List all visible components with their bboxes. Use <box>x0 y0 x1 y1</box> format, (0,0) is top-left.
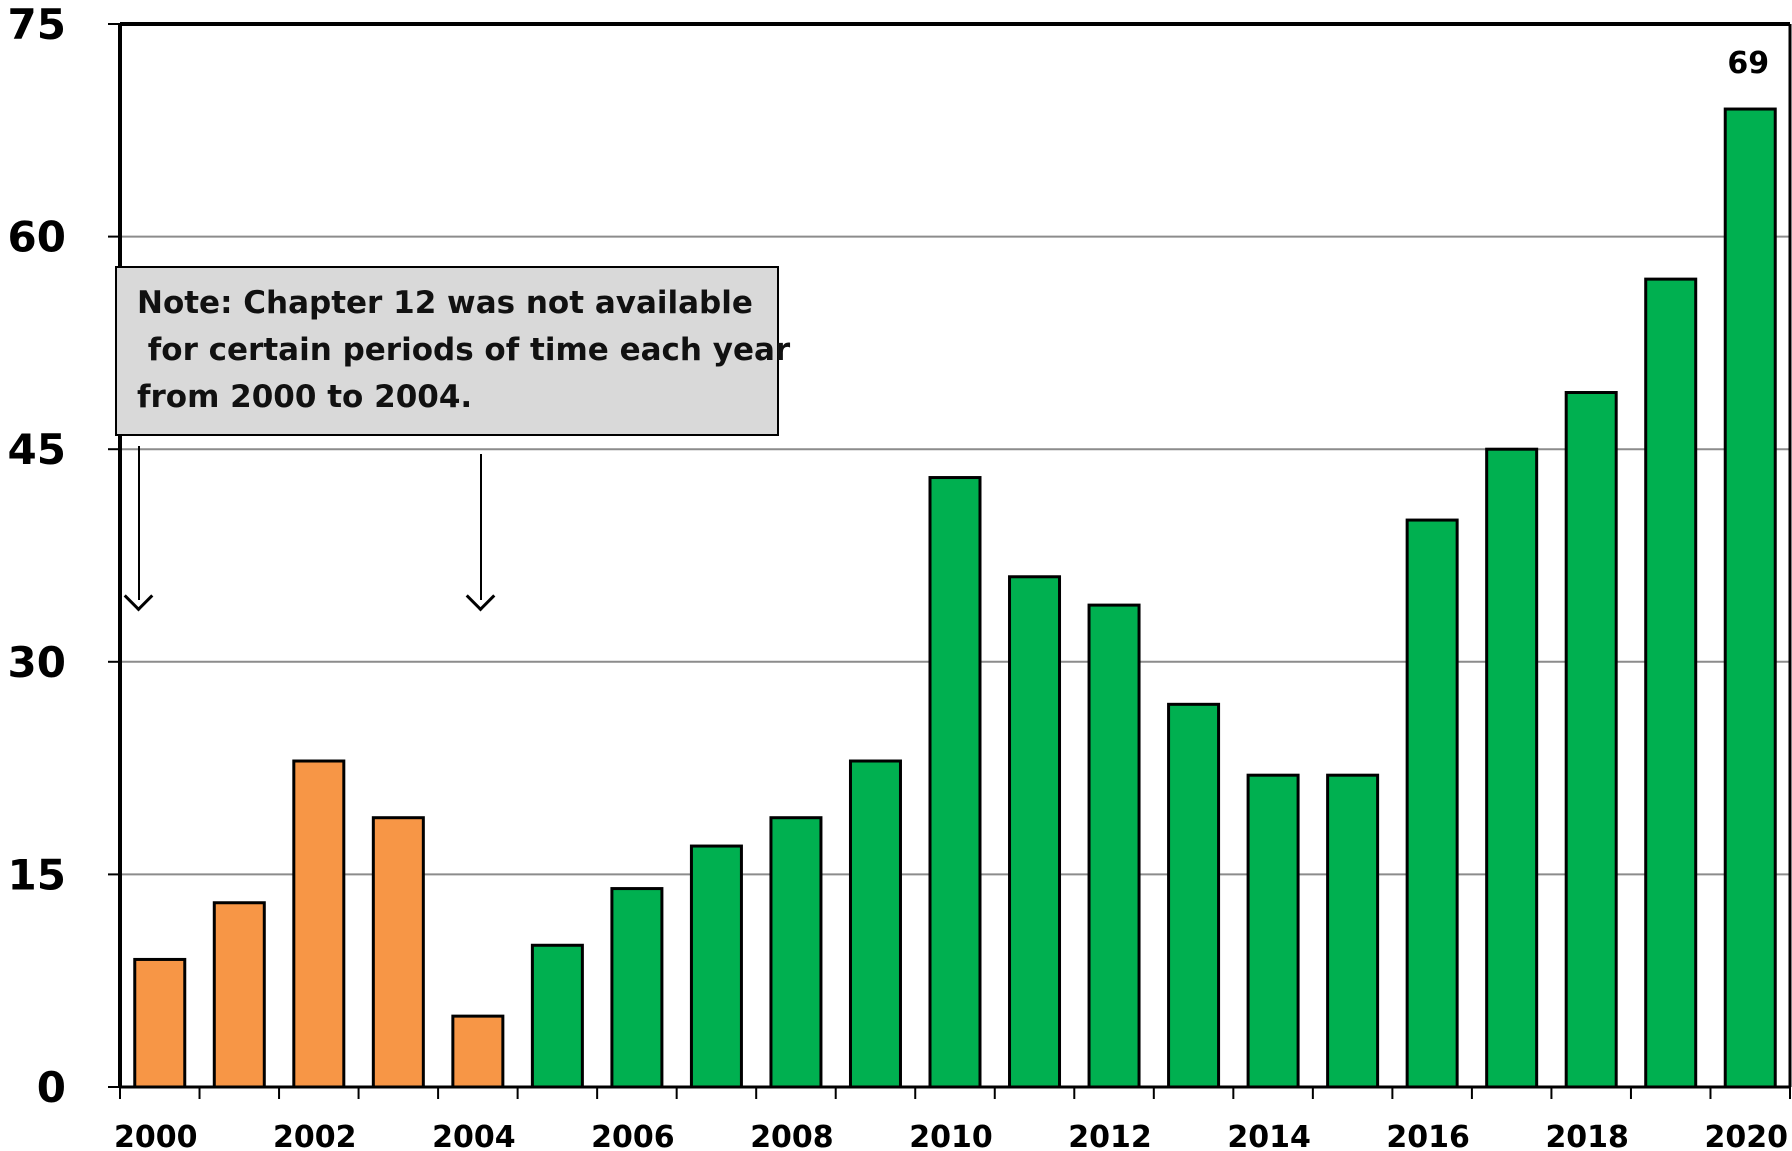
bar-2008 <box>769 816 823 1089</box>
y-tick-label: 75 <box>8 0 66 49</box>
annotation-arrow-right <box>480 454 482 600</box>
x-tick-label-2020: 2020 <box>1704 1120 1788 1151</box>
bar-2016 <box>1405 518 1459 1089</box>
bar-2004 <box>451 1014 505 1089</box>
bar-2019 <box>1644 277 1698 1089</box>
bar-2013 <box>1167 702 1221 1089</box>
x-tick-label-2002: 2002 <box>273 1120 357 1151</box>
bar-2018 <box>1564 391 1618 1089</box>
y-tick-label: 15 <box>8 850 66 899</box>
bar-2005 <box>530 943 584 1089</box>
y-tick-label: 45 <box>8 425 66 474</box>
data-label-2020: 69 <box>1727 46 1769 81</box>
x-tick-label-2014: 2014 <box>1227 1120 1311 1151</box>
x-tick-label-2004: 2004 <box>432 1120 516 1151</box>
x-tick-label-2018: 2018 <box>1545 1120 1629 1151</box>
bar-2017 <box>1485 447 1539 1089</box>
x-tick-label-2008: 2008 <box>750 1120 834 1151</box>
bar-2015 <box>1326 773 1380 1089</box>
bar-2006 <box>610 887 664 1089</box>
bar-2010 <box>928 476 982 1089</box>
bar-2007 <box>689 844 743 1089</box>
bar-2002 <box>292 759 346 1089</box>
y-tick-label: 60 <box>8 213 66 262</box>
bar-2012 <box>1087 603 1141 1089</box>
bar-2009 <box>848 759 902 1089</box>
x-tick-label-2010: 2010 <box>909 1120 993 1151</box>
x-tick-label-2012: 2012 <box>1068 1120 1152 1151</box>
bar-2014 <box>1246 773 1300 1089</box>
x-tick-label-2006: 2006 <box>591 1120 675 1151</box>
x-tick-label-2016: 2016 <box>1386 1120 1470 1151</box>
x-tick-label-2000: 2000 <box>114 1120 198 1151</box>
annotation-arrow-left <box>138 446 140 600</box>
bar-2011 <box>1008 575 1062 1089</box>
y-tick-label: 0 <box>37 1063 66 1112</box>
bar-2001 <box>212 901 266 1089</box>
bar-2003 <box>371 816 425 1089</box>
bar-2000 <box>133 957 187 1089</box>
y-tick-label: 30 <box>8 638 66 687</box>
note-annotation: Note: Chapter 12 was not available for c… <box>115 266 790 436</box>
bar-2020 <box>1723 107 1777 1089</box>
